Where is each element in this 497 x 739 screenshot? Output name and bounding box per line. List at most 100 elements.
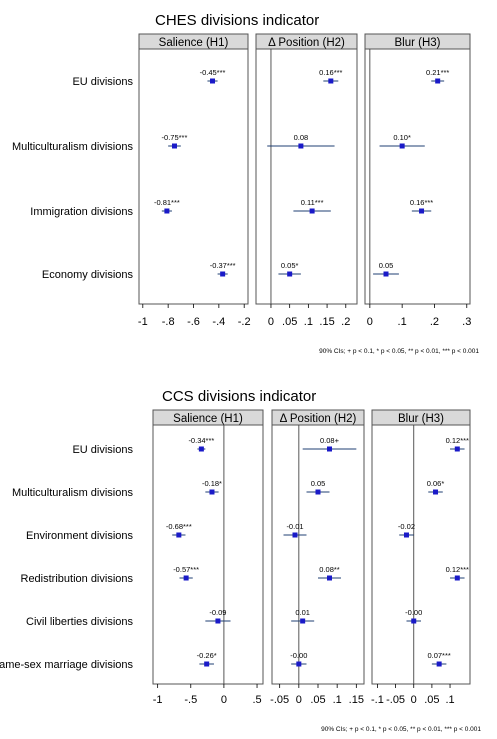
panel-2: Blur (H3) -.1 -.05 0 .05 .1 0.12*** 0.06* -0.02 0…	[371, 409, 471, 706]
x-tick-label: 0	[221, 694, 227, 706]
x-tick-label: .05	[310, 694, 325, 706]
panel-1: Δ Position (H2)-.05 0.05.1.150.08+0.05-0.…	[270, 409, 365, 706]
estimate-marker	[210, 78, 216, 84]
estimate-label: -0.26*	[197, 651, 217, 660]
estimate-marker	[436, 661, 442, 667]
estimate-label: -0.02	[398, 522, 415, 531]
estimate-label: 0.11***	[301, 198, 324, 207]
x-tick-label: .05	[282, 316, 297, 328]
estimate-marker	[383, 271, 389, 277]
estimate-label: -0.00	[405, 608, 422, 617]
panel-strip-label: Δ Position (H2)	[280, 413, 357, 425]
x-tick-label: -.1	[371, 694, 384, 706]
estimate-marker	[309, 208, 315, 214]
row-label: Civil liberties divisions	[26, 616, 133, 628]
figure-title-ccs: CCS divisions indicator	[162, 388, 316, 405]
row-label: Redistribution divisions	[21, 573, 134, 585]
estimate-marker	[403, 532, 409, 538]
x-tick-label: 0	[296, 694, 302, 706]
panel-2: Blur (H3) 0 .1 .2 .3 0.21*** 0.10* 0.16*** 0.05	[364, 33, 471, 328]
estimate-label: 0.10*	[393, 133, 411, 142]
estimate-marker	[292, 532, 298, 538]
estimate-marker	[171, 143, 177, 149]
x-tick-label: .1	[333, 694, 342, 706]
panel-0: Salience (H1) -1 -.8 -.6 -.4 -.2 -0.45*** -0.75…	[138, 33, 251, 328]
panel-0: Salience (H1) -1 -.5 0 .5 -0.34*** -0.18* -0.68…	[152, 409, 264, 706]
estimate-label: 0.12***	[446, 436, 469, 445]
x-tick-label: .1	[304, 316, 313, 328]
estimate-marker	[328, 78, 334, 84]
estimate-label: 0.16***	[410, 198, 433, 207]
figure-title-ches: CHES divisions indicator	[155, 12, 319, 29]
x-tick-label: 0	[411, 694, 417, 706]
estimate-marker	[454, 446, 460, 452]
estimate-label: -0.09	[209, 608, 226, 617]
estimate-marker	[454, 575, 460, 581]
x-tick-label: .1	[445, 694, 454, 706]
estimate-marker	[327, 575, 332, 581]
row-label: Multiculturalism divisions	[12, 487, 134, 499]
panel-strip-label: Blur (H3)	[394, 37, 440, 49]
panel-frame	[255, 48, 358, 305]
estimate-label: 0.07***	[427, 651, 450, 660]
estimate-label: 0.05	[311, 479, 326, 488]
estimate-label: 0.01	[295, 608, 310, 617]
estimate-marker	[399, 143, 405, 149]
estimate-marker	[209, 489, 215, 495]
x-tick-label: -.5	[184, 694, 197, 706]
estimate-marker	[215, 618, 221, 624]
x-tick-label: .5	[252, 694, 261, 706]
estimate-marker	[327, 446, 332, 452]
panel-strip-label: Salience (H1)	[159, 37, 229, 49]
figure-note-ccs: 90% CIs; + p < 0.1, * p < 0.05, ** p < 0…	[321, 726, 481, 733]
estimate-label: -0.68***	[166, 522, 192, 531]
row-label: Same-sex marriage divisions	[0, 659, 133, 671]
x-tick-label: .2	[341, 316, 350, 328]
row-label: Immigration divisions	[30, 206, 133, 218]
estimate-label: 0.12***	[446, 565, 469, 574]
panel-frame	[371, 424, 471, 685]
x-tick-label: 0	[268, 316, 274, 328]
panel-strip-label: Salience (H1)	[173, 413, 243, 425]
estimate-marker	[433, 489, 439, 495]
estimate-marker	[315, 489, 321, 495]
estimate-marker	[298, 143, 304, 149]
x-tick-label: -1	[138, 316, 148, 328]
panel-strip-label: Blur (H3)	[398, 413, 444, 425]
estimate-marker	[411, 618, 417, 624]
estimate-label: 0.05	[379, 261, 394, 270]
estimate-marker	[183, 575, 189, 581]
estimate-label: -0.34***	[188, 436, 214, 445]
panel-frame	[364, 48, 471, 305]
estimate-label: -0.75***	[162, 133, 188, 142]
row-label: Multiculturalism divisions	[12, 141, 134, 153]
row-label: Environment divisions	[26, 530, 133, 542]
estimate-marker	[287, 271, 293, 277]
row-label: EU divisions	[72, 444, 133, 456]
chart-1: EU divisions Multiculturalism divisions En…	[0, 409, 471, 706]
x-tick-label: .1	[398, 316, 407, 328]
estimate-marker	[435, 78, 441, 84]
x-tick-label: -.2	[238, 316, 251, 328]
x-tick-label: -.05	[386, 694, 405, 706]
panel-frame	[152, 424, 264, 685]
estimate-label: 0.08**	[319, 565, 340, 574]
estimate-marker	[164, 208, 170, 214]
panel-1: Δ Position (H2) 0 .05 .1 .15 .2 0.16*** 0.08 0.1…	[255, 33, 358, 328]
x-tick-label: 0	[367, 316, 373, 328]
estimate-marker	[204, 661, 210, 667]
estimate-label: 0.06*	[427, 479, 445, 488]
estimate-label: 0.05*	[281, 261, 299, 270]
estimate-marker	[220, 271, 226, 277]
x-tick-label: .15	[349, 694, 364, 706]
estimate-label: 0.16***	[319, 68, 342, 77]
panel-strip-label: Δ Position (H2)	[268, 37, 345, 49]
estimate-label: -0.18*	[202, 479, 222, 488]
x-tick-label: -.05	[270, 694, 289, 706]
x-tick-label: .2	[430, 316, 439, 328]
x-tick-label: .15	[319, 316, 334, 328]
row-label: EU divisions	[72, 76, 133, 88]
estimate-marker	[176, 532, 182, 538]
estimate-label: -0.57***	[173, 565, 199, 574]
